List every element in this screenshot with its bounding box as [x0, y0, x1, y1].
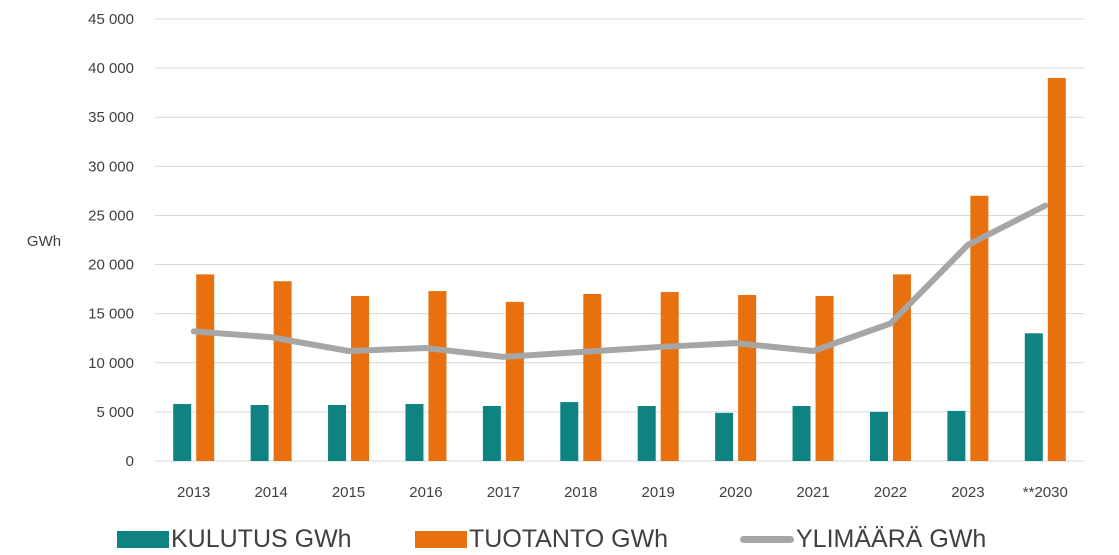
legend: KULUTUS GWh TUOTANTO GWh YLIMÄÄRÄ GWh — [0, 524, 1119, 555]
legend-item-ylimaara: YLIMÄÄRÄ GWh — [740, 524, 986, 555]
x-tick-label: 2014 — [254, 484, 287, 501]
legend-label-kulutus: KULUTUS GWh — [171, 525, 352, 553]
x-tick-label: 2021 — [796, 484, 829, 501]
x-tick-label: 2015 — [332, 484, 365, 501]
line-ylimaara — [190, 202, 1049, 360]
legend-swatch-kulutus — [117, 531, 169, 548]
y-tick-label: 10 000 — [88, 355, 134, 372]
y-tick-label: 30 000 — [88, 158, 134, 175]
bar-kulutus — [173, 404, 192, 461]
gridlines — [155, 18, 1084, 462]
legend-item-tuotanto: TUOTANTO GWh — [415, 524, 668, 555]
bar-kulutus — [250, 405, 269, 461]
bar-tuotanto — [738, 295, 757, 461]
legend-label-tuotanto: TUOTANTO GWh — [469, 525, 669, 553]
y-axis-ticks: 0 5 000 10 000 15 000 20 000 25 000 30 000 35 0… — [88, 11, 134, 470]
y-axis-label: GWh — [27, 233, 61, 250]
bar-tuotanto — [660, 292, 679, 461]
bar-kulutus — [869, 411, 888, 461]
bar-kulutus — [328, 405, 347, 461]
bar-tuotanto — [505, 301, 524, 461]
bar-kulutus — [792, 405, 811, 461]
bar-kulutus — [947, 410, 966, 461]
x-tick-label: 2022 — [874, 484, 907, 501]
bar-kulutus — [405, 404, 424, 461]
y-tick-label: 35 000 — [88, 109, 134, 126]
x-axis-ticks: 2013 2014 2015 2016 2017 2018 2019 2020 2021 2022… — [177, 484, 1068, 501]
bar-tuotanto — [892, 274, 911, 461]
y-tick-label: 40 000 — [88, 60, 134, 77]
x-tick-label: 2018 — [564, 484, 597, 501]
legend-swatch-tuotanto — [415, 531, 467, 548]
bar-tuotanto — [196, 274, 215, 461]
x-tick-label: **2030 — [1023, 484, 1068, 501]
x-tick-label: 2019 — [642, 484, 675, 501]
x-tick-label: 2017 — [487, 484, 520, 501]
y-tick-label: 5 000 — [96, 404, 134, 421]
y-tick-label: 45 000 — [88, 11, 134, 28]
bar-tuotanto — [1047, 77, 1066, 461]
bar-kulutus — [482, 405, 501, 461]
bar-kulutus — [715, 412, 734, 461]
bar-kulutus — [1024, 333, 1043, 461]
bar-tuotanto — [428, 291, 447, 461]
legend-line-ylimaara — [740, 536, 794, 543]
y-tick-label: 25 000 — [88, 207, 134, 224]
bar-tuotanto — [970, 195, 989, 462]
y-tick-label: 0 — [126, 453, 134, 470]
chart: 0 5 000 10 000 15 000 20 000 25 000 30 000 35 0… — [27, 11, 1084, 501]
legend-label-ylimaara: YLIMÄÄRÄ GWh — [796, 525, 987, 553]
bar-kulutus — [637, 405, 656, 461]
bars — [173, 77, 1066, 462]
y-tick-label: 20 000 — [88, 257, 134, 274]
legend-item-kulutus: KULUTUS GWh — [117, 524, 352, 555]
x-tick-label: 2020 — [719, 484, 752, 501]
bar-tuotanto — [273, 281, 292, 461]
x-tick-label: 2016 — [409, 484, 442, 501]
y-tick-label: 15 000 — [88, 306, 134, 323]
bar-tuotanto — [583, 294, 602, 461]
bar-tuotanto — [815, 295, 834, 461]
bar-tuotanto — [351, 295, 370, 461]
x-tick-label: 2023 — [951, 484, 984, 501]
x-tick-label: 2013 — [177, 484, 210, 501]
line-series — [190, 202, 1049, 360]
bar-kulutus — [560, 402, 579, 461]
